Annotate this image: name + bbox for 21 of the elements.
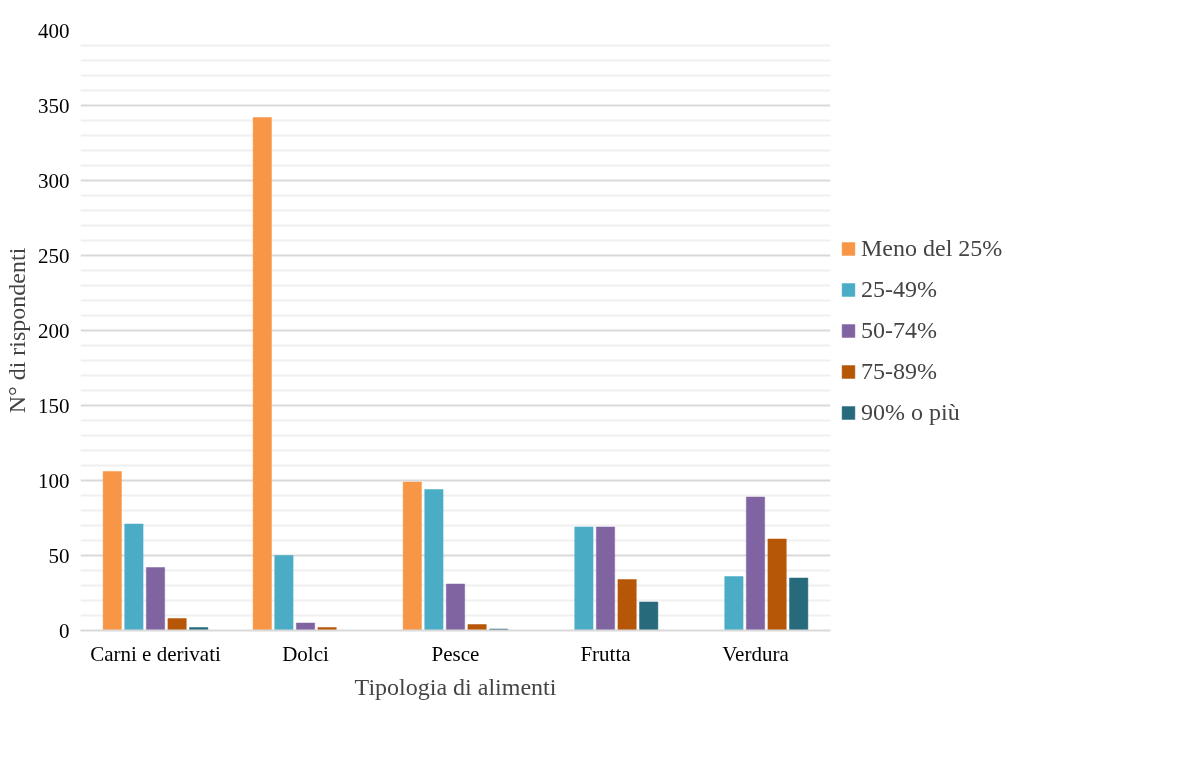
x-tick-label: Dolci bbox=[282, 641, 329, 666]
x-tick-label: Frutta bbox=[580, 641, 632, 666]
y-tick-label: 100 bbox=[38, 468, 70, 493]
y-tick-label: 400 bbox=[38, 18, 70, 43]
legend-label: 90% o più bbox=[861, 398, 960, 426]
legend-label: 75-89% bbox=[861, 357, 937, 385]
legend-label: 25-49% bbox=[861, 275, 937, 303]
y-tick-label: 50 bbox=[48, 543, 70, 568]
y-tick-label: 300 bbox=[38, 168, 70, 193]
x-tick-label: Carni e derivati bbox=[90, 641, 221, 666]
y-tick-label: 150 bbox=[38, 393, 70, 418]
y-axis-title: N° di rispondenti bbox=[4, 247, 30, 414]
y-tick-label: 250 bbox=[38, 243, 70, 268]
y-tick-label: 0 bbox=[59, 618, 70, 643]
x-axis-title: Tipologia di alimenti bbox=[354, 673, 557, 700]
y-tick-label: 200 bbox=[38, 318, 70, 343]
y-tick-label: 350 bbox=[38, 93, 70, 118]
legend-label: 50-74% bbox=[861, 316, 937, 344]
legend-label: Meno del 25% bbox=[861, 234, 1003, 262]
x-tick-label: Pesce bbox=[431, 641, 480, 666]
x-tick-label: Verdura bbox=[722, 641, 790, 666]
